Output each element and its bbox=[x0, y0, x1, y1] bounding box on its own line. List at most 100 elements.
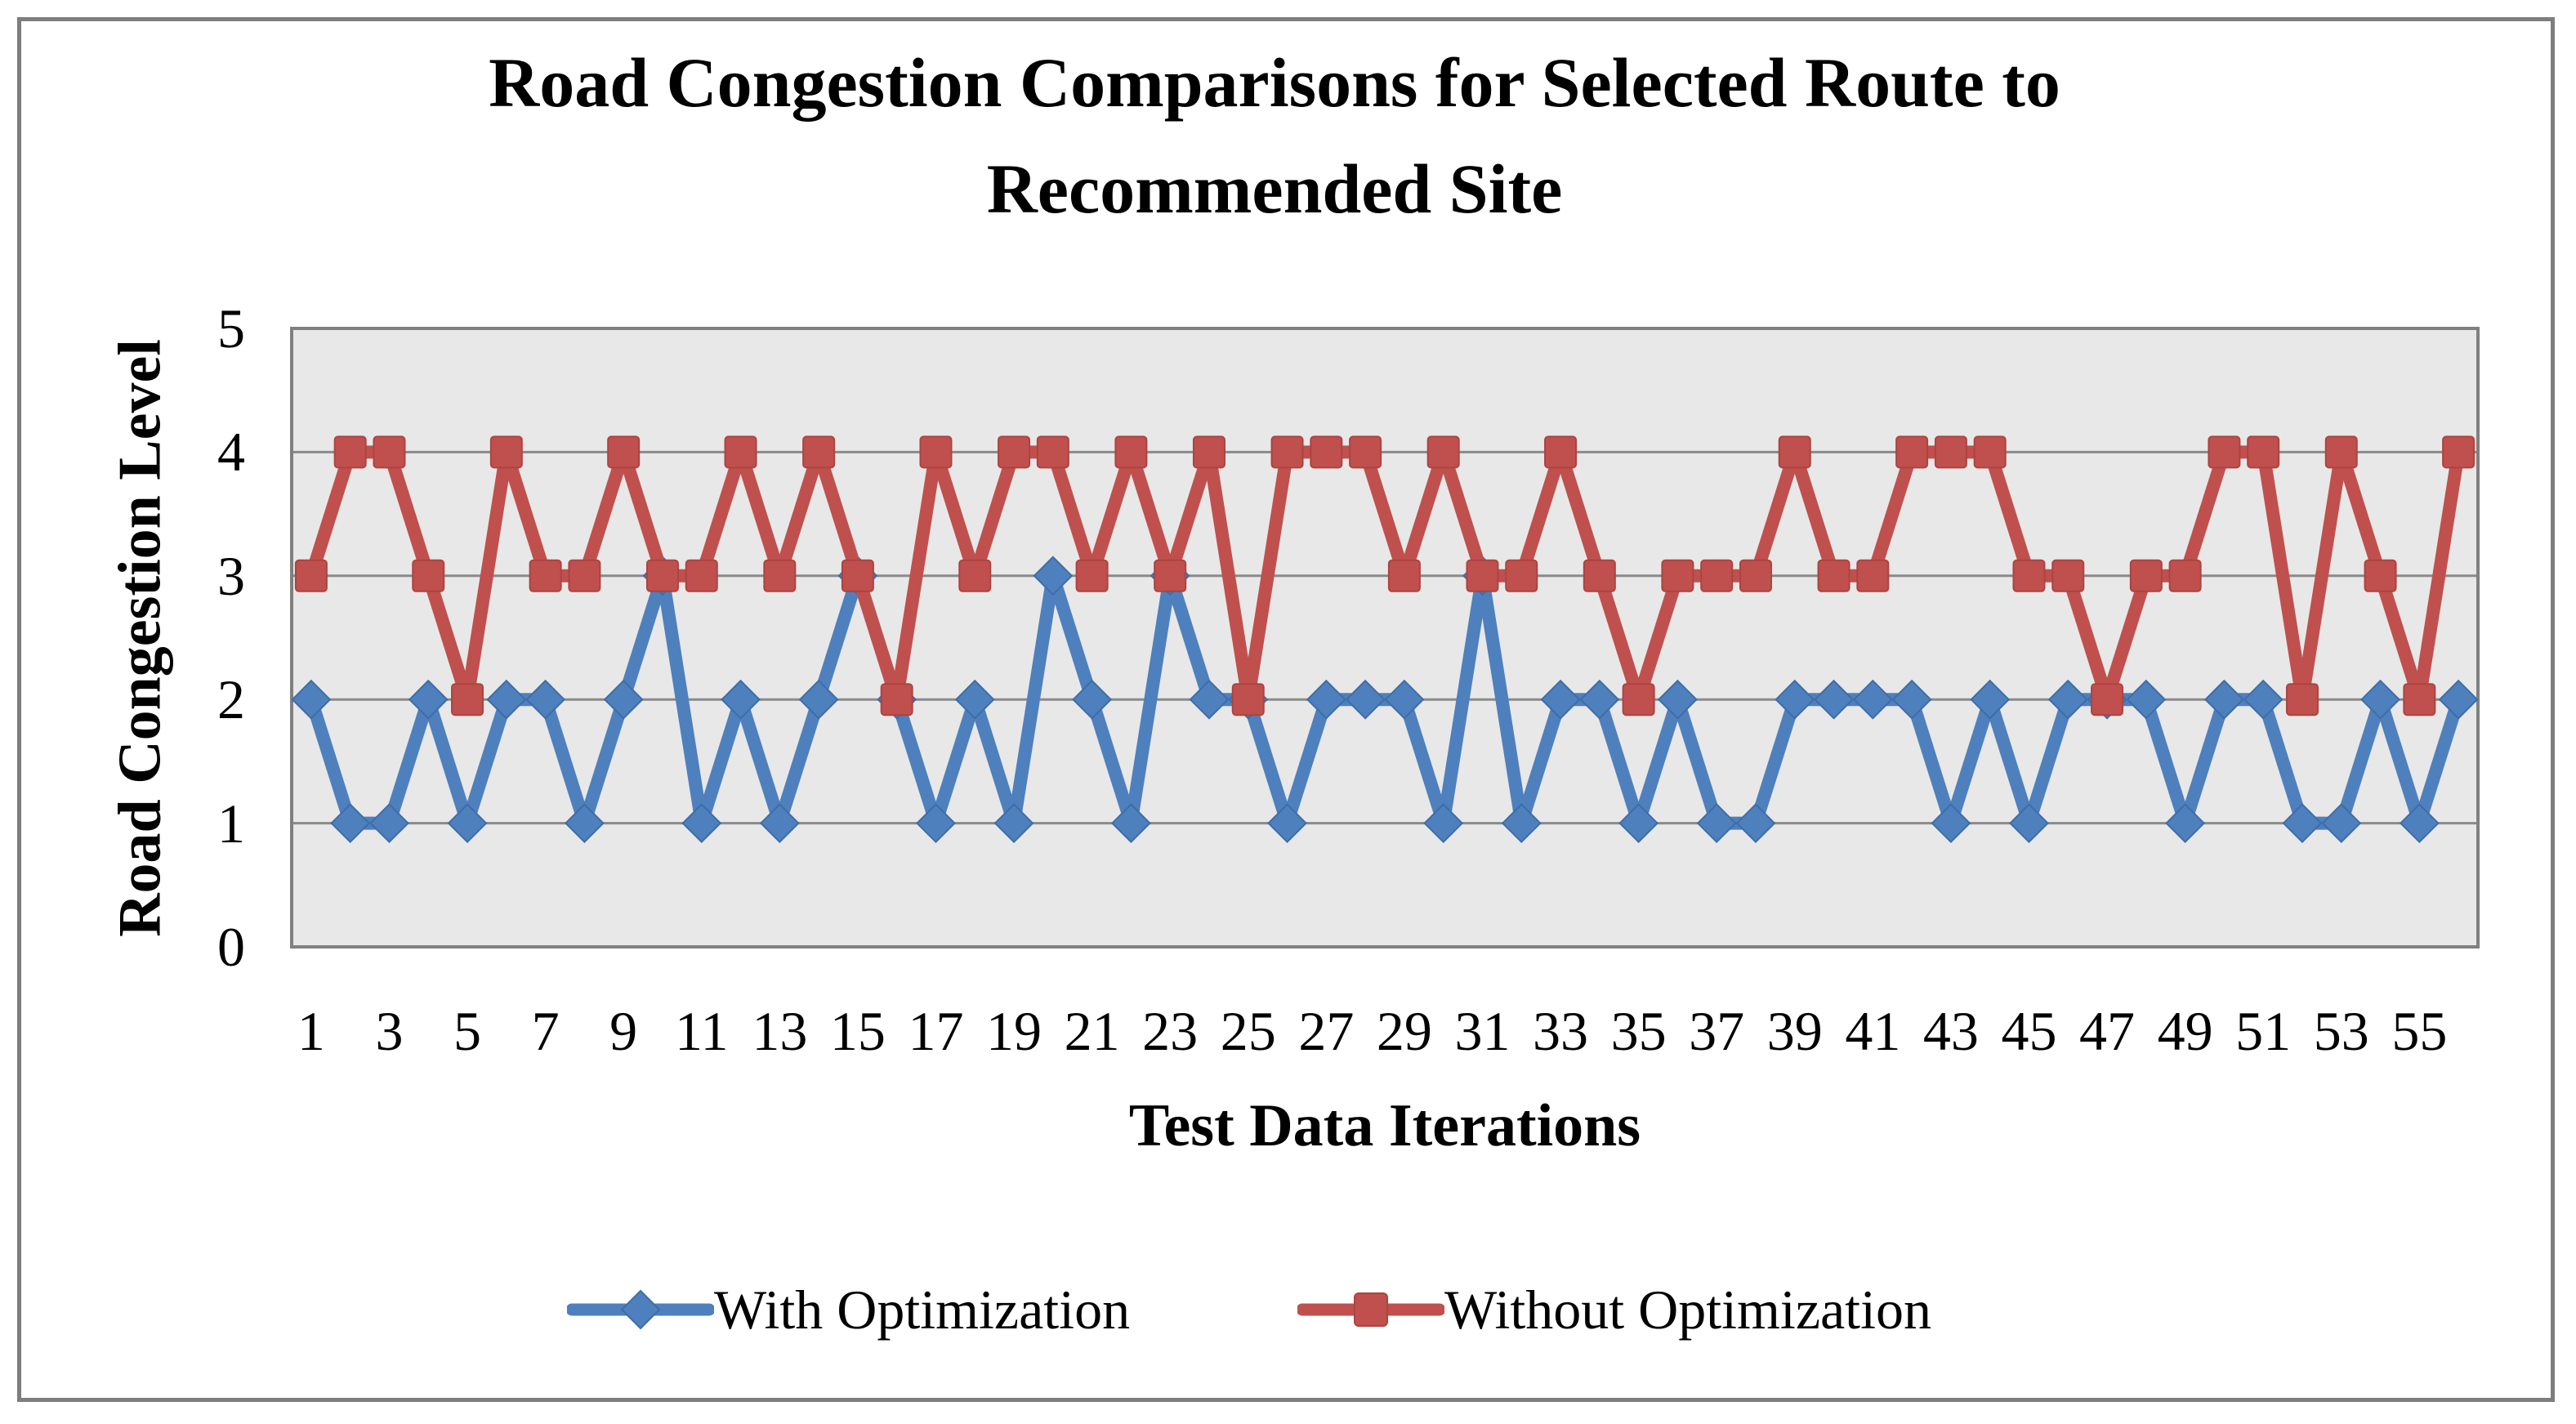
marker-without-optimization-13 bbox=[763, 559, 797, 592]
y-tick-label-5: 5 bbox=[217, 297, 245, 359]
marker-with-optimization-19 bbox=[993, 803, 1034, 844]
x-tick-label-17: 17 bbox=[908, 1000, 964, 1062]
legend-label-without-optimization: Without Optimization bbox=[1444, 1278, 1931, 1341]
x-tick-label-39: 39 bbox=[1766, 1000, 1823, 1062]
x-tick-label-41: 41 bbox=[1845, 1000, 1901, 1062]
marker-with-optimization-37 bbox=[1696, 803, 1737, 844]
y-tick-label-2: 2 bbox=[217, 668, 245, 731]
marker-with-optimization-34 bbox=[1579, 679, 1620, 720]
y-tick-label-4: 4 bbox=[217, 421, 245, 484]
marker-with-optimization-11 bbox=[681, 803, 722, 844]
marker-without-optimization-25 bbox=[1231, 683, 1265, 716]
marker-with-optimization-14 bbox=[798, 679, 839, 720]
marker-with-optimization-12 bbox=[721, 679, 761, 720]
marker-without-optimization-17 bbox=[919, 435, 953, 469]
marker-without-optimization-19 bbox=[998, 435, 1031, 469]
legend-marker-with-optimization bbox=[567, 1289, 714, 1330]
legend-label-with-optimization: With Optimization bbox=[714, 1278, 1131, 1341]
marker-without-optimization-15 bbox=[841, 559, 874, 592]
marker-without-optimization-40 bbox=[1817, 559, 1851, 592]
marker-without-optimization-33 bbox=[1544, 435, 1578, 469]
marker-with-optimization-28 bbox=[1345, 679, 1386, 720]
x-tick-label-51: 51 bbox=[2235, 1000, 2292, 1062]
marker-with-optimization-42 bbox=[1891, 679, 1932, 720]
marker-with-optimization-1 bbox=[291, 679, 332, 720]
marker-without-optimization-23 bbox=[1154, 559, 1187, 592]
marker-with-optimization-52 bbox=[2282, 803, 2323, 844]
marker-without-optimization-26 bbox=[1270, 435, 1304, 469]
x-tick-label-29: 29 bbox=[1376, 1000, 1432, 1062]
marker-with-optimization-51 bbox=[2243, 679, 2284, 720]
x-tick-label-9: 9 bbox=[609, 1000, 638, 1062]
marker-with-optimization-40 bbox=[1814, 679, 1854, 720]
marker-without-optimization-12 bbox=[724, 435, 757, 469]
marker-without-optimization-8 bbox=[568, 559, 601, 592]
marker-without-optimization-52 bbox=[2285, 683, 2319, 716]
marker-without-optimization-18 bbox=[958, 559, 992, 592]
marker-with-optimization-4 bbox=[408, 679, 449, 720]
y-tick-label-1: 1 bbox=[217, 792, 245, 855]
marker-with-optimization-35 bbox=[1618, 803, 1659, 844]
marker-without-optimization-46 bbox=[2051, 559, 2085, 592]
marker-without-optimization-32 bbox=[1505, 559, 1538, 592]
marker-with-optimization-27 bbox=[1306, 679, 1346, 720]
marker-without-optimization-47 bbox=[2091, 683, 2124, 716]
marker-with-optimization-26 bbox=[1267, 803, 1307, 844]
marker-with-optimization-2 bbox=[330, 803, 371, 844]
marker-with-optimization-50 bbox=[2203, 679, 2244, 720]
marker-without-optimization-10 bbox=[645, 559, 679, 592]
legend: With Optimization Without Optimization bbox=[0, 1265, 2576, 1355]
marker-with-optimization-53 bbox=[2321, 803, 2362, 844]
x-tick-label-55: 55 bbox=[2391, 1000, 2448, 1062]
marker-without-optimization-29 bbox=[1387, 559, 1421, 592]
marker-without-optimization-4 bbox=[412, 559, 445, 592]
marker-without-optimization-1 bbox=[294, 559, 328, 592]
marker-without-optimization-11 bbox=[685, 559, 718, 592]
marker-without-optimization-2 bbox=[333, 435, 367, 469]
marker-without-optimization-6 bbox=[489, 435, 523, 469]
x-tick-label-21: 21 bbox=[1064, 1000, 1120, 1062]
chart-title: Road Congestion Comparisons for Selected… bbox=[0, 29, 2549, 242]
x-tick-label-35: 35 bbox=[1610, 1000, 1667, 1062]
marker-without-optimization-22 bbox=[1114, 435, 1148, 469]
x-axis-title: Test Data Iterations bbox=[1128, 1092, 1641, 1159]
marker-without-optimization-55 bbox=[2403, 683, 2436, 716]
marker-with-optimization-54 bbox=[2360, 679, 2400, 720]
plot-background bbox=[292, 328, 2478, 947]
marker-with-optimization-30 bbox=[1423, 803, 1464, 844]
marker-with-optimization-29 bbox=[1384, 679, 1425, 720]
marker-without-optimization-38 bbox=[1739, 559, 1772, 592]
marker-with-optimization-48 bbox=[2126, 679, 2167, 720]
marker-without-optimization-34 bbox=[1583, 559, 1616, 592]
x-tick-label-3: 3 bbox=[375, 1000, 404, 1062]
marker-without-optimization-54 bbox=[2364, 559, 2397, 592]
marker-without-optimization-28 bbox=[1349, 435, 1382, 469]
plot-border bbox=[290, 327, 2480, 949]
marker-without-optimization-35 bbox=[1622, 683, 1655, 716]
marker-with-optimization-6 bbox=[486, 679, 527, 720]
marker-without-optimization-48 bbox=[2129, 559, 2163, 592]
marker-with-optimization-45 bbox=[2009, 803, 2049, 844]
marker-with-optimization-55 bbox=[2399, 803, 2440, 844]
marker-without-optimization-49 bbox=[2168, 559, 2202, 592]
marker-with-optimization-5 bbox=[447, 803, 488, 844]
x-tick-label-15: 15 bbox=[829, 1000, 886, 1062]
marker-with-optimization-21 bbox=[1072, 679, 1113, 720]
marker-with-optimization-44 bbox=[1970, 679, 2011, 720]
x-tick-label-53: 53 bbox=[2313, 1000, 2369, 1062]
x-tick-label-27: 27 bbox=[1298, 1000, 1355, 1062]
marker-without-optimization-53 bbox=[2324, 435, 2358, 469]
marker-with-optimization-13 bbox=[759, 803, 800, 844]
marker-without-optimization-45 bbox=[2012, 559, 2046, 592]
marker-with-optimization-32 bbox=[1501, 803, 1542, 844]
marker-without-optimization-9 bbox=[607, 435, 641, 469]
marker-without-optimization-50 bbox=[2208, 435, 2241, 469]
marker-without-optimization-51 bbox=[2247, 435, 2280, 469]
legend-marker-without-optimization bbox=[1297, 1292, 1444, 1327]
x-tick-label-19: 19 bbox=[986, 1000, 1042, 1062]
marker-with-optimization-56 bbox=[2438, 679, 2479, 720]
legend-item-without-optimization: Without Optimization bbox=[1297, 1265, 1931, 1355]
x-tick-label-23: 23 bbox=[1142, 1000, 1199, 1062]
